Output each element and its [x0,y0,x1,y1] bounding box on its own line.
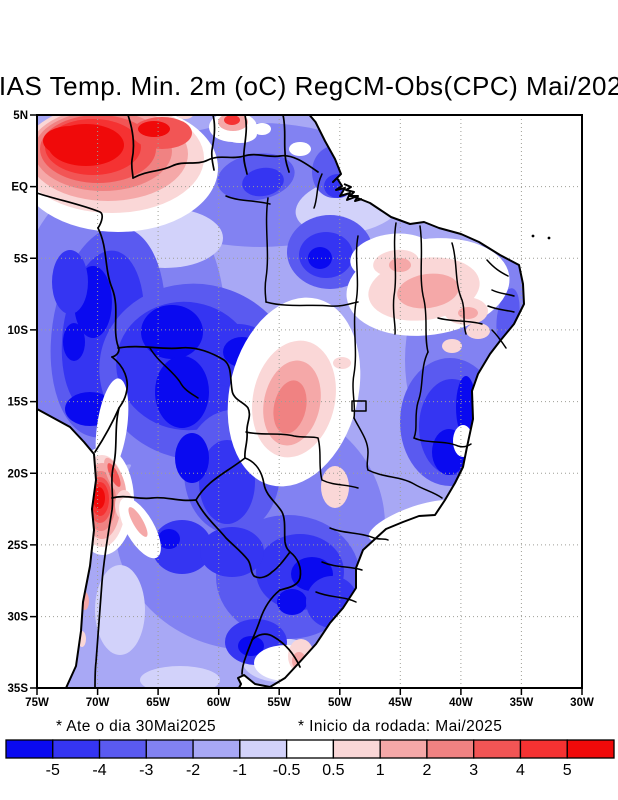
lon-label: 60W [207,697,231,709]
colorbar-segment [239,739,288,759]
graticule-grid [37,115,582,688]
colorbar-segment [5,739,54,759]
state-borders [149,173,515,603]
amazon-mouth-islands [343,183,363,202]
colorbar-segment [285,739,335,759]
colorbar-tick-label: -1 [233,762,247,779]
colorbar-segment [473,739,522,759]
colorbar-segment [52,739,101,759]
axis-ticks [30,114,583,695]
colorbar-segment [566,739,615,759]
colorbar-tick-labels: -5 -4 -3 -2 -1 -0.5 0.5 1 2 3 4 5 [46,762,572,779]
colorbar-tick-label: -5 [46,762,60,779]
colorbar-tick-label: 1 [376,762,385,779]
lon-label: 35W [510,697,534,709]
colorbar-tick-label: 2 [422,762,431,779]
colorbar-tick-label: 5 [563,762,572,779]
colorbar-tick-label: 0.5 [322,762,344,779]
colorbar-segment [192,739,241,759]
lat-label: 35S [8,683,29,695]
lon-label: 40W [449,697,473,709]
colorbar-tick-label: 3 [469,762,478,779]
lat-label: 20S [8,468,29,480]
colorbar-segment [98,739,147,759]
colorbar-segment [519,739,568,759]
ocean-island-dot [531,234,535,238]
lat-label: 5N [13,110,28,122]
color-field [37,115,524,688]
country-borders [37,115,319,688]
lat-axis-labels: 5N EQ 5S 10S 15S 20S 25S 30S 35S [8,110,29,695]
colorbar-segment [426,739,475,759]
colorbar-tick-label: 4 [516,762,525,779]
lat-label: EQ [11,182,28,194]
colorbar-tick-label: -2 [186,762,200,779]
chart-title: BIAS Temp. Min. 2m (oC) RegCM-Obs(CPC) M… [0,71,618,101]
colorbar-segment [145,739,194,759]
lon-label: 55W [267,697,291,709]
lon-axis-labels: 75W 70W 65W 60W 55W 50W 45W 40W 35W 30W [25,697,594,709]
ocean-island-dot [547,236,551,240]
lat-label: 25S [8,540,29,552]
lat-label: 5S [14,253,28,265]
lat-label: 30S [8,612,29,624]
lon-label: 65W [146,697,170,709]
colorbar-tick-label: -3 [139,762,153,779]
lat-label: 10S [8,325,29,337]
lon-label: 30W [570,697,594,709]
footnote-left: * Ate o dia 30Mai2025 [56,718,216,735]
colorbar-tick-label: -0.5 [273,762,301,779]
lon-label: 75W [25,697,49,709]
footnote-right: * Inicio da rodada: Mai/2025 [298,718,502,735]
colorbar-segment [379,739,428,759]
lon-label: 50W [328,697,352,709]
lon-label: 70W [86,697,110,709]
colorbar-tick-label: -4 [92,762,106,779]
colorbar: -5 -4 -3 -2 -1 -0.5 0.5 1 2 3 4 5 [5,739,615,779]
lon-label: 45W [388,697,412,709]
colorbar-segment [332,739,381,759]
distrito-federal-box [351,400,367,412]
lat-label: 15S [8,397,29,409]
